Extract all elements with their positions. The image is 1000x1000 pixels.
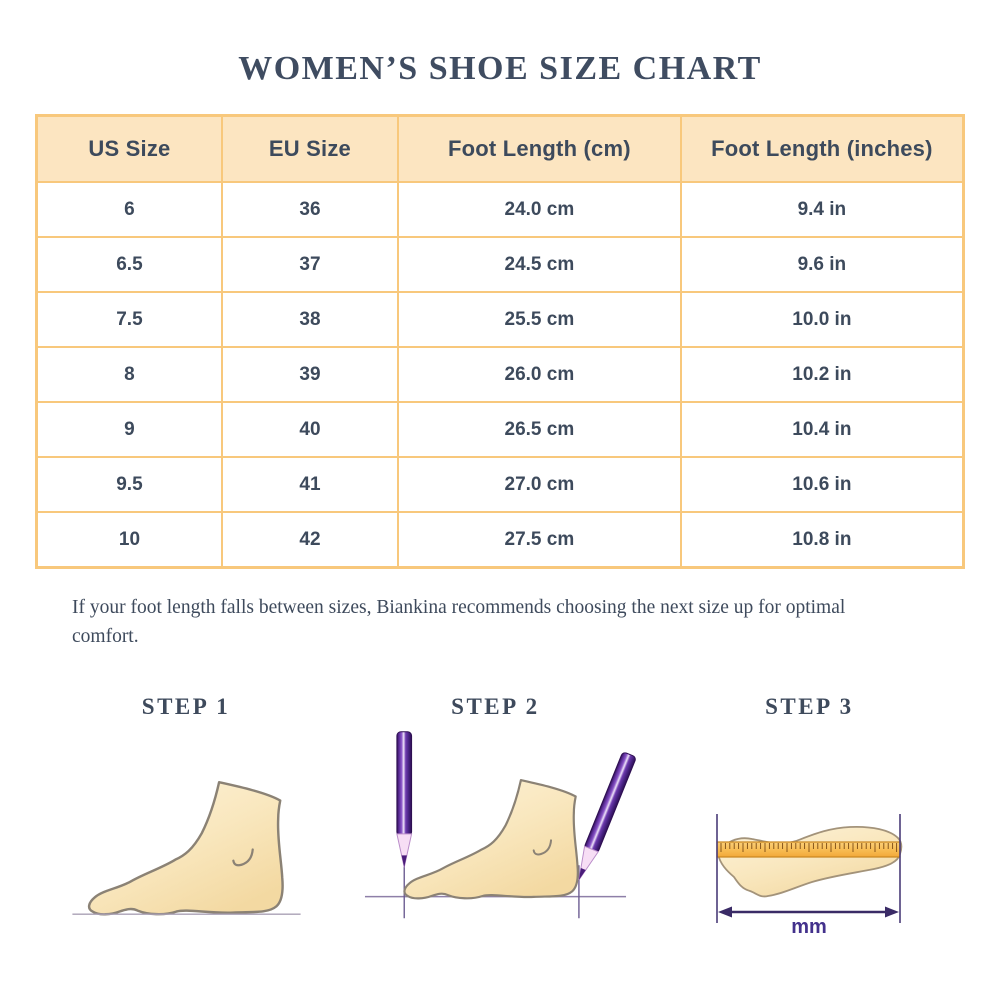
table-cell: 9 — [35, 401, 223, 458]
table-cell: 41 — [220, 456, 400, 513]
table-row: 9.5 41 27.0 cm 10.6 in — [35, 456, 965, 513]
table-cell: 24.0 cm — [397, 181, 682, 238]
step-2-column: STEP 2 — [327, 694, 664, 931]
size-table: US Size EU Size Foot Length (cm) Foot Le… — [35, 114, 965, 569]
table-row: 9 40 26.5 cm 10.4 in — [35, 401, 965, 458]
table-cell: 10.6 in — [679, 456, 965, 513]
step-2-label: STEP 2 — [451, 693, 540, 719]
table-row: 10 42 27.5 cm 10.8 in — [35, 511, 965, 569]
column-header-foot-length-cm: Foot Length (cm) — [397, 114, 682, 183]
tilted-pencil-icon — [571, 750, 637, 883]
table-cell: 26.0 cm — [397, 346, 682, 403]
table-cell: 25.5 cm — [397, 291, 682, 348]
table-cell: 8 — [35, 346, 223, 403]
measure-arrow — [718, 906, 900, 917]
table-cell: 37 — [220, 236, 400, 293]
table-cell: 27.0 cm — [397, 456, 682, 513]
step-3-column: STEP 3 — [664, 694, 955, 938]
table-cell: 40 — [220, 401, 400, 458]
ruler — [716, 840, 901, 858]
table-cell: 24.5 cm — [397, 236, 682, 293]
table-cell: 7.5 — [35, 291, 223, 348]
page-title: WOMEN’S SHOE SIZE CHART — [238, 50, 762, 87]
table-cell: 10.0 in — [679, 291, 965, 348]
foot-side-view — [403, 778, 579, 899]
step-1-foot-side-illustration — [71, 780, 301, 916]
measurement-steps-section: STEP 1 STEP 2 — [0, 694, 1000, 938]
foot-side-view — [87, 780, 284, 916]
table-header-row: US Size EU Size Foot Length (cm) Foot Le… — [35, 114, 965, 183]
table-cell: 36 — [220, 181, 400, 238]
table-cell: 42 — [220, 511, 400, 569]
table-row: 6 36 24.0 cm 9.4 in — [35, 181, 965, 238]
step-2-foot-with-pencils-illustration — [364, 730, 637, 918]
table-cell: 39 — [220, 346, 400, 403]
table-cell: 10.8 in — [679, 511, 965, 569]
table-row: 6.5 37 24.5 cm 9.6 in — [35, 236, 965, 293]
table-cell: 9.5 — [35, 456, 223, 513]
mm-unit-label: mm — [792, 916, 828, 938]
table-cell: 6 — [35, 181, 223, 238]
vertical-pencil-icon — [396, 730, 413, 868]
sizing-note: If your foot length falls between sizes,… — [72, 597, 846, 648]
step-3-label: STEP 3 — [765, 693, 854, 719]
table-cell: 9.6 in — [679, 236, 965, 293]
column-header-eu-size: EU Size — [220, 114, 400, 183]
column-header-us-size: US Size — [35, 114, 223, 183]
table-cell: 38 — [220, 291, 400, 348]
table-row: 8 39 26.0 cm 10.2 in — [35, 346, 965, 403]
table-cell: 10.2 in — [679, 346, 965, 403]
table-row: 7.5 38 25.5 cm 10.0 in — [35, 291, 965, 348]
table-cell: 10 — [35, 511, 223, 569]
size-table-container: US Size EU Size Foot Length (cm) Foot Le… — [35, 114, 965, 569]
table-cell: 10.4 in — [679, 401, 965, 458]
table-cell: 27.5 cm — [397, 511, 682, 569]
foot-outline-top-view — [717, 825, 903, 897]
table-cell: 6.5 — [35, 236, 223, 293]
table-cell: 9.4 in — [679, 181, 965, 238]
table-cell: 26.5 cm — [397, 401, 682, 458]
step-3-foot-outline-ruler-illustration: mm — [716, 813, 903, 938]
step-1-label: STEP 1 — [141, 693, 231, 719]
column-header-foot-length-inches: Foot Length (inches) — [679, 114, 965, 183]
step-1-column: STEP 1 — [45, 694, 327, 933]
